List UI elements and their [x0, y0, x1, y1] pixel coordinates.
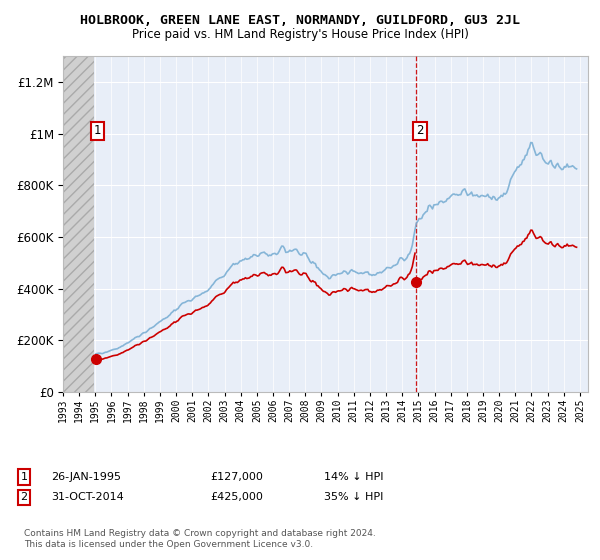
Text: Contains HM Land Registry data © Crown copyright and database right 2024.
This d: Contains HM Land Registry data © Crown c…: [24, 529, 376, 549]
Text: 35% ↓ HPI: 35% ↓ HPI: [324, 492, 383, 502]
Text: 2: 2: [20, 492, 28, 502]
Text: 31-OCT-2014: 31-OCT-2014: [51, 492, 124, 502]
Text: 14% ↓ HPI: 14% ↓ HPI: [324, 472, 383, 482]
Text: £425,000: £425,000: [210, 492, 263, 502]
Bar: [63, 56, 94, 392]
Text: 2: 2: [416, 124, 424, 137]
Text: HOLBROOK, GREEN LANE EAST, NORMANDY, GUILDFORD, GU3 2JL: HOLBROOK, GREEN LANE EAST, NORMANDY, GUI…: [80, 14, 520, 27]
Text: 1: 1: [20, 472, 28, 482]
Text: 1: 1: [94, 124, 101, 137]
Text: 26-JAN-1995: 26-JAN-1995: [51, 472, 121, 482]
Text: £127,000: £127,000: [210, 472, 263, 482]
Text: Price paid vs. HM Land Registry's House Price Index (HPI): Price paid vs. HM Land Registry's House …: [131, 28, 469, 41]
